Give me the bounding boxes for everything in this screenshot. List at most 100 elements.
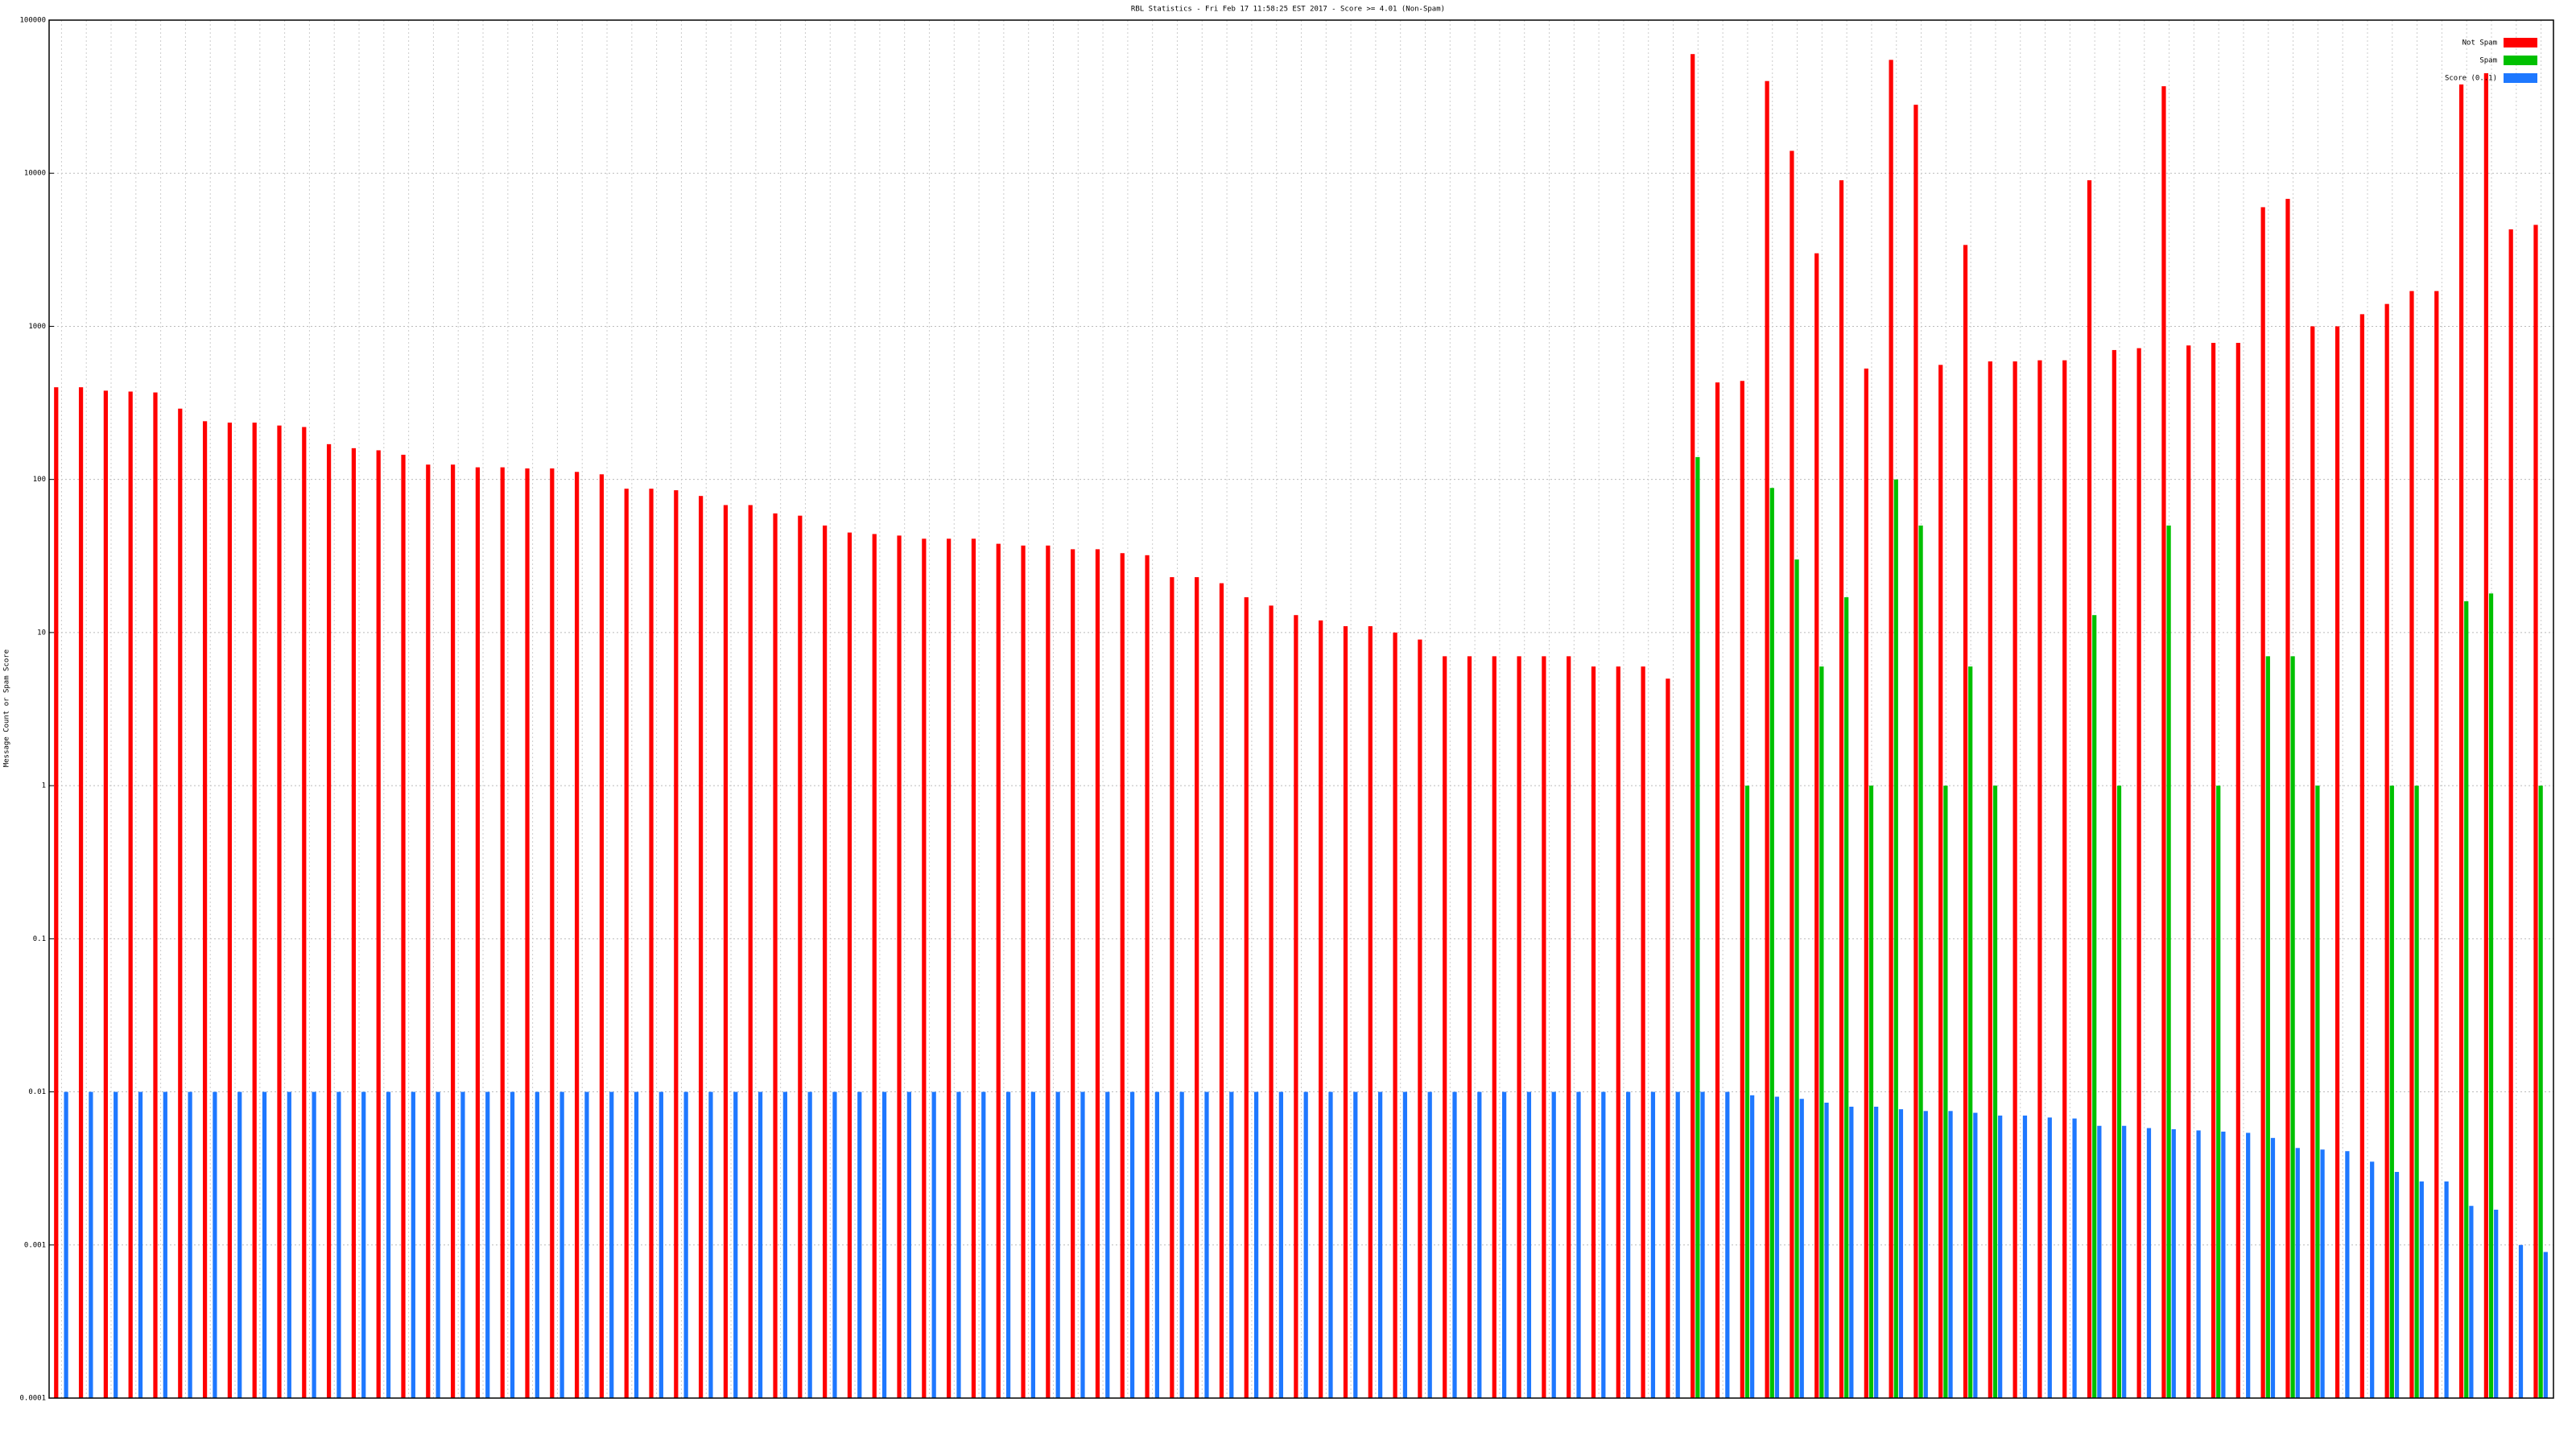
bar xyxy=(277,425,282,1398)
bar xyxy=(78,387,84,1398)
bar xyxy=(2334,326,2340,1398)
bar xyxy=(460,1091,465,1398)
bar xyxy=(2419,1181,2424,1398)
bar xyxy=(1517,656,1521,1398)
bar xyxy=(1923,1111,1928,1398)
bar xyxy=(773,513,778,1399)
bar xyxy=(475,467,481,1398)
bar xyxy=(2469,1206,2474,1398)
bar xyxy=(386,1091,391,1398)
bar xyxy=(1501,1091,1507,1398)
chart-title: RBL Statistics - Fri Feb 17 11:58:25 EST… xyxy=(1131,6,1445,14)
y-tick-label: 1000 xyxy=(28,323,46,331)
bar xyxy=(128,391,133,1399)
bar xyxy=(1204,1091,1209,1398)
bar xyxy=(1938,365,1943,1398)
bar xyxy=(1418,639,1422,1398)
bar xyxy=(1071,549,1075,1399)
bar xyxy=(178,408,183,1399)
bar xyxy=(1868,786,1874,1398)
bar xyxy=(2022,1116,2028,1398)
y-tick-label: 0.0001 xyxy=(19,1395,46,1403)
bar xyxy=(931,1091,936,1398)
legend-label: Not Spam xyxy=(2462,39,2497,47)
bar xyxy=(1542,656,1546,1398)
bar xyxy=(213,1091,217,1398)
bar xyxy=(2384,303,2389,1398)
bar xyxy=(1819,666,1824,1398)
bar xyxy=(485,1091,490,1398)
bar xyxy=(237,1091,242,1398)
bar xyxy=(1948,1111,1953,1398)
bar xyxy=(2260,207,2265,1398)
bar xyxy=(2047,1117,2052,1398)
bar xyxy=(302,427,307,1398)
bar xyxy=(2444,1181,2449,1398)
bar xyxy=(1368,626,1373,1398)
bar xyxy=(1055,1091,1060,1398)
bar xyxy=(699,496,704,1399)
bar xyxy=(2062,360,2067,1398)
bar xyxy=(575,472,580,1398)
bar xyxy=(1616,666,1620,1398)
bar xyxy=(1443,656,1447,1398)
bar xyxy=(2122,1125,2127,1398)
bar xyxy=(312,1091,316,1398)
bar xyxy=(1790,151,1794,1398)
legend-label: Score (0..1) xyxy=(2445,75,2497,83)
bar xyxy=(2246,1132,2251,1398)
legend-swatch xyxy=(2504,56,2537,65)
bar xyxy=(2359,314,2364,1398)
bar xyxy=(2295,1148,2300,1398)
plot-frame xyxy=(48,19,2554,1399)
bar xyxy=(1452,1091,1457,1398)
bar xyxy=(1492,656,1496,1398)
bar xyxy=(2414,786,2419,1398)
bar xyxy=(2310,326,2315,1398)
bar xyxy=(996,543,1001,1399)
bar xyxy=(2533,225,2538,1398)
bar xyxy=(500,467,505,1398)
bar xyxy=(599,474,605,1398)
bar xyxy=(1740,381,1744,1398)
bar xyxy=(163,1091,167,1398)
bar xyxy=(2394,1172,2400,1398)
bar xyxy=(782,1091,787,1398)
bar xyxy=(1973,1112,1978,1398)
bar xyxy=(361,1091,366,1398)
bar xyxy=(1219,583,1224,1398)
bar xyxy=(436,1091,440,1398)
bar xyxy=(1021,545,1026,1398)
bar xyxy=(1799,1099,1804,1398)
bar xyxy=(2235,342,2240,1398)
bar xyxy=(1774,1096,1780,1398)
bar xyxy=(847,532,852,1399)
bar xyxy=(1992,786,1998,1398)
bar xyxy=(188,1091,192,1398)
bar xyxy=(2483,72,2488,1399)
y-axis-label: Message Count or Spam Score xyxy=(3,650,11,767)
y-tick-label: 10000 xyxy=(24,170,46,178)
bar xyxy=(1864,368,1868,1398)
bar xyxy=(202,421,208,1398)
bar xyxy=(1913,105,1918,1398)
bar xyxy=(1294,615,1298,1398)
bar xyxy=(1744,786,1750,1398)
bar xyxy=(2488,593,2494,1398)
bar xyxy=(138,1091,143,1398)
bar xyxy=(609,1091,614,1398)
bar xyxy=(2494,1209,2499,1398)
bar xyxy=(2116,786,2122,1398)
bar xyxy=(1576,1091,1581,1398)
bar xyxy=(1427,1091,1432,1398)
bar xyxy=(1402,1091,1408,1398)
bar xyxy=(1154,1091,1160,1398)
bar xyxy=(1794,559,1799,1398)
bar xyxy=(326,443,332,1399)
bar xyxy=(1988,361,1992,1399)
bar xyxy=(1898,1109,1904,1398)
bar xyxy=(1526,1091,1532,1398)
bar xyxy=(708,1091,713,1398)
bar xyxy=(2146,1128,2152,1398)
bar xyxy=(906,1091,911,1398)
